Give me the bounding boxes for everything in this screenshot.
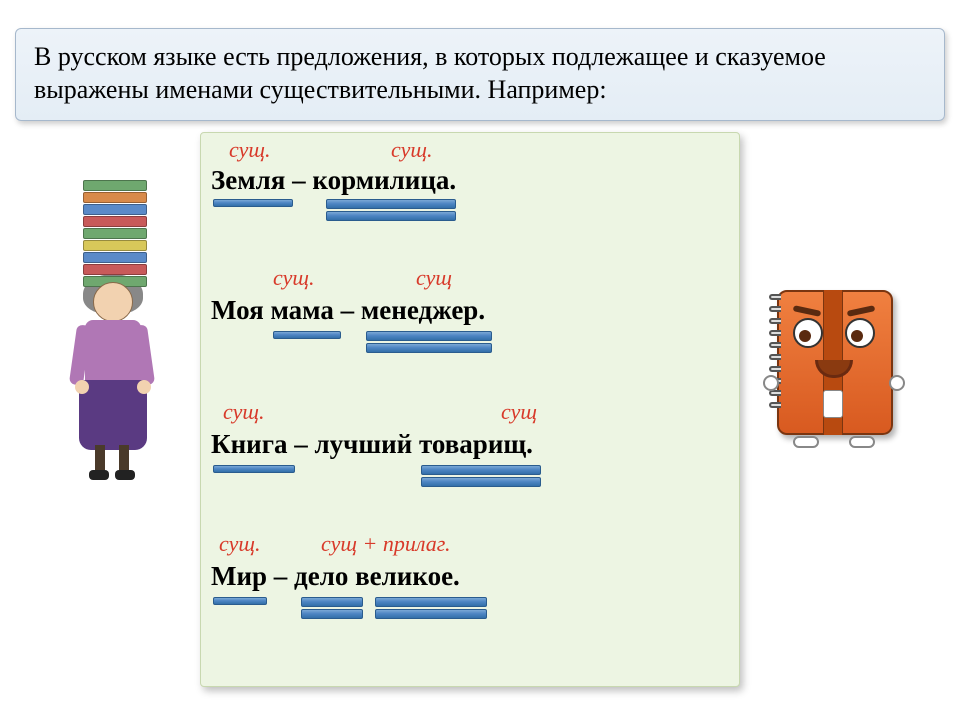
predicate-underline <box>301 597 363 617</box>
grammar-annotation: сущ <box>416 265 452 291</box>
teacher-with-books-icon <box>55 220 175 480</box>
example-sentence: Мир – дело великое. <box>211 561 460 592</box>
examples-panel: сущ.сущ.Земля – кормилица.сущ.сущМоя мам… <box>200 132 740 687</box>
intro-text: В русском языке есть предложения, в кото… <box>34 42 826 104</box>
subject-underline <box>213 465 295 473</box>
grammar-annotation: сущ. <box>391 137 433 163</box>
intro-box: В русском языке есть предложения, в кото… <box>15 28 945 121</box>
grammar-annotation: сущ. <box>219 531 261 557</box>
subject-underline <box>273 331 341 339</box>
subject-underline <box>213 199 293 207</box>
example-sentence: Моя мама – менеджер. <box>211 295 485 326</box>
grammar-annotation: сущ + прилаг. <box>321 531 451 557</box>
grammar-annotation: сущ. <box>229 137 271 163</box>
example-sentence: Книга – лучший товарищ. <box>211 429 533 460</box>
predicate-underline <box>421 465 541 485</box>
notebook-character-icon <box>765 280 905 450</box>
grammar-annotation: сущ. <box>273 265 315 291</box>
predicate-underline <box>366 331 492 351</box>
predicate-underline <box>326 199 456 219</box>
grammar-annotation: сущ <box>501 399 537 425</box>
example-sentence: Земля – кормилица. <box>211 165 456 196</box>
predicate-underline <box>375 597 487 617</box>
subject-underline <box>213 597 267 605</box>
grammar-annotation: сущ. <box>223 399 265 425</box>
